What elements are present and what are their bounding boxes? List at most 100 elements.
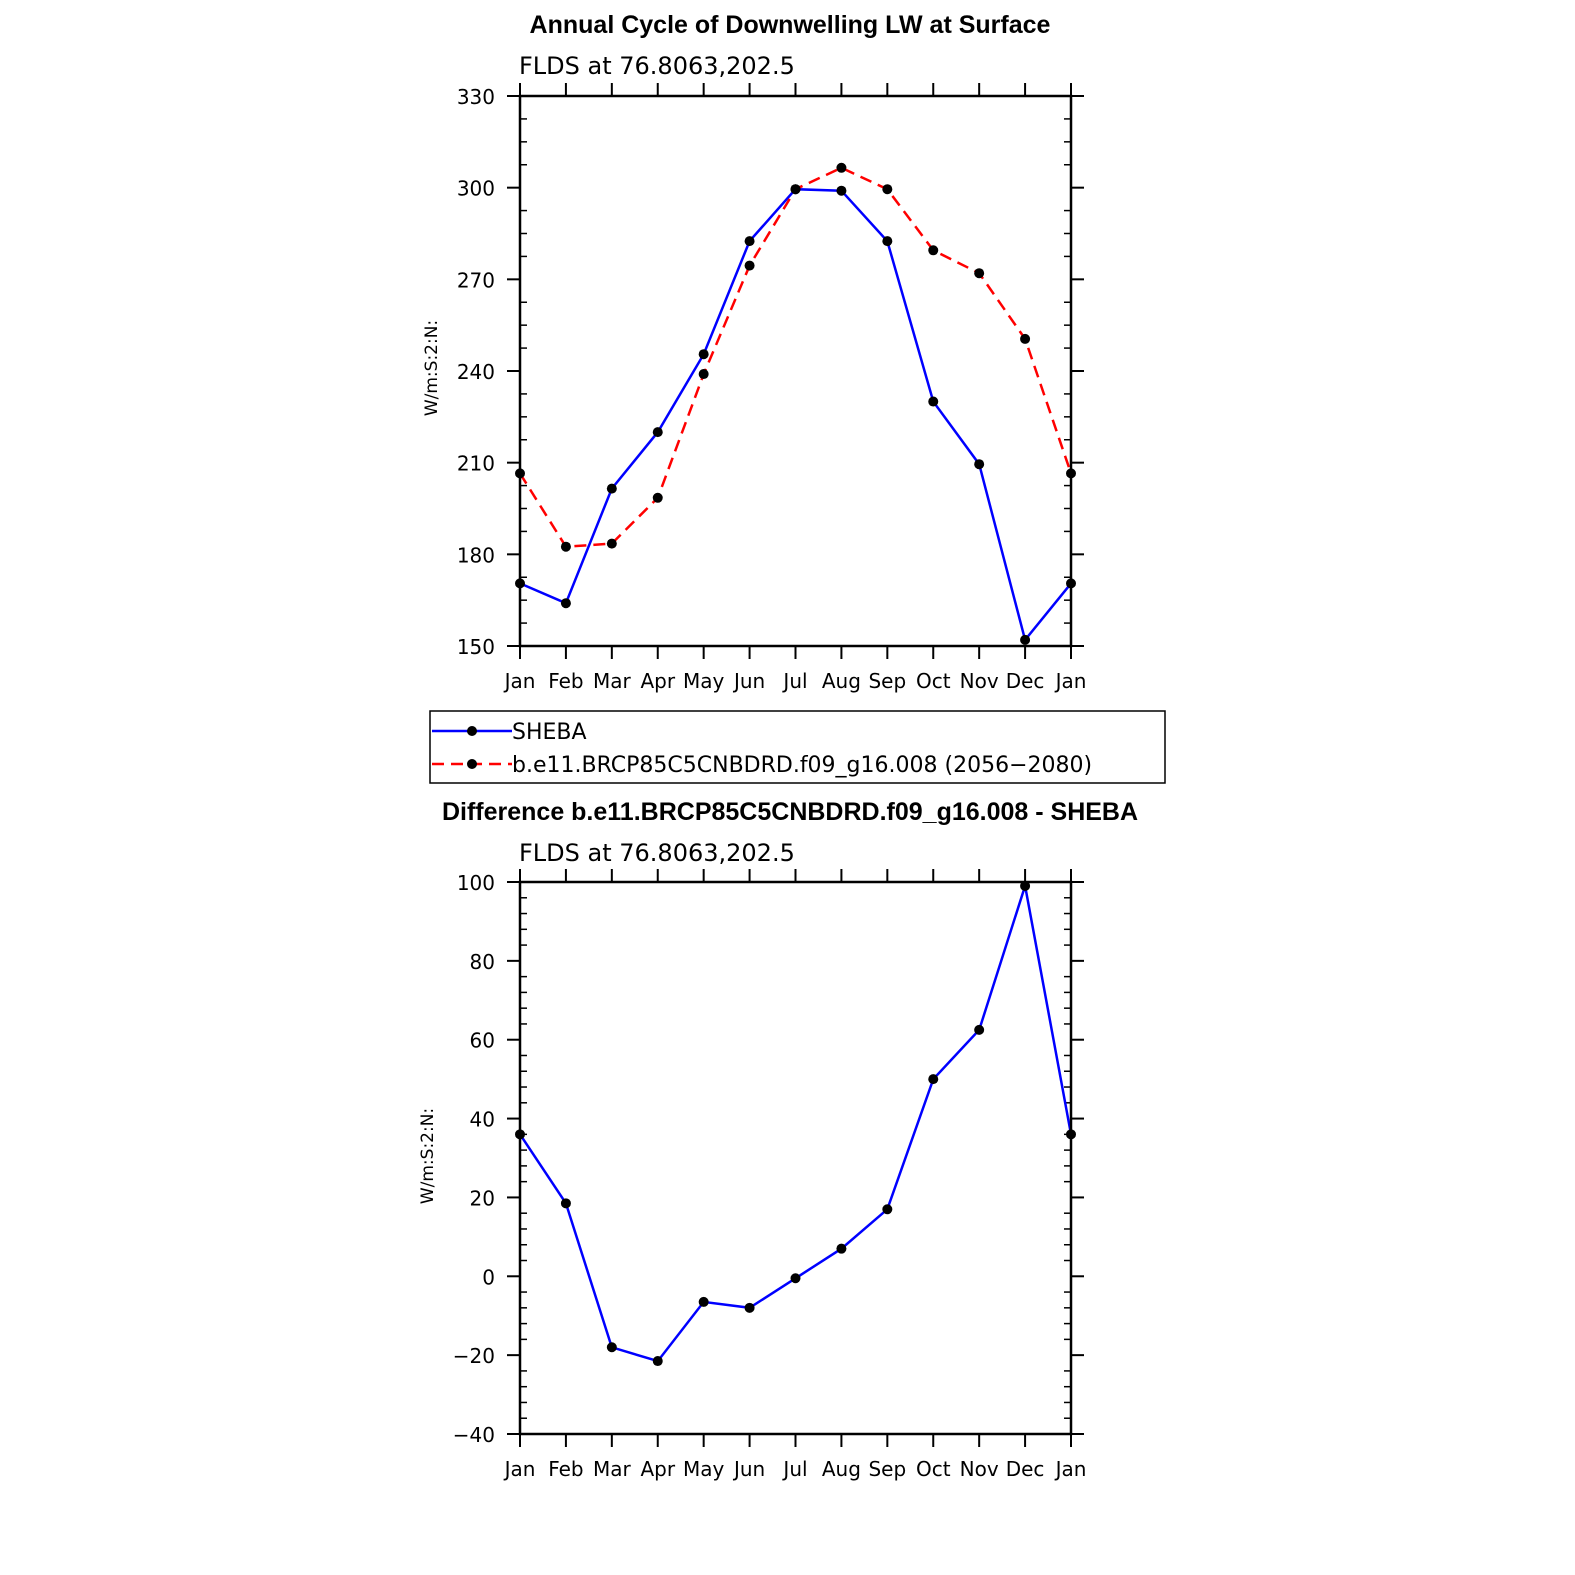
data-point xyxy=(928,245,939,256)
x-tick-label: Jan xyxy=(1054,1457,1087,1481)
x-tick-label: Sep xyxy=(868,669,906,693)
series-group xyxy=(515,162,1076,645)
y-tick-label: 60 xyxy=(470,1029,495,1053)
x-tick-label: Jan xyxy=(503,1457,536,1481)
series-line-1 xyxy=(518,166,1073,548)
y-tick-labels: −40 −20 0 20 40 60 80 100 xyxy=(453,871,495,1447)
y-tick-label: 330 xyxy=(457,85,495,109)
y-tick-label: 270 xyxy=(457,268,495,292)
x-tick-label: Feb xyxy=(548,1457,583,1481)
data-point xyxy=(1020,880,1031,891)
legend-entry-model: b.e11.BRCP85C5CNBDRD.f09_g16.008 (2056−2… xyxy=(432,753,1092,778)
y-axis-label: W/m:S:2:N: xyxy=(418,1108,438,1204)
legend-label-model: b.e11.BRCP85C5CNBDRD.f09_g16.008 (2056−2… xyxy=(512,753,1092,778)
data-point xyxy=(652,492,663,503)
data-point xyxy=(698,349,709,360)
legend-marker-model xyxy=(467,759,477,769)
data-point xyxy=(836,162,847,173)
legend: SHEBA b.e11.BRCP85C5CNBDRD.f09_g16.008 (… xyxy=(429,710,1166,784)
x-tick-label: Jun xyxy=(732,669,765,693)
data-point xyxy=(928,396,939,407)
difference-chart: Difference b.e11.BRCP85C5CNBDRD.f09_g16.… xyxy=(418,798,1138,1481)
y-tick-label: −40 xyxy=(453,1423,495,1447)
series-line-0 xyxy=(518,885,1073,1363)
y-tick-label: 100 xyxy=(457,871,495,895)
legend-box xyxy=(429,710,1166,784)
series-line-0 xyxy=(519,187,1072,643)
chart-title: Difference b.e11.BRCP85C5CNBDRD.f09_g16.… xyxy=(442,798,1138,826)
data-point xyxy=(606,483,617,494)
y-tick-label: 150 xyxy=(457,635,495,659)
y-tick-labels: 150 180 210 240 270 300 330 xyxy=(457,85,495,659)
legend-label-sheba: SHEBA xyxy=(512,720,587,745)
x-tick-label: Jan xyxy=(503,669,536,693)
x-tick-label: Jul xyxy=(781,1457,807,1481)
series-group xyxy=(515,880,1076,1367)
data-point xyxy=(744,260,755,271)
data-point xyxy=(698,369,709,380)
data-point xyxy=(1020,634,1031,645)
data-point xyxy=(882,236,893,247)
x-tick-label: Aug xyxy=(822,669,861,693)
x-tick-label: Sep xyxy=(868,1457,906,1481)
x-tick-label: Jan xyxy=(1054,669,1087,693)
x-ticks xyxy=(519,83,1072,659)
y-tick-label: 240 xyxy=(457,360,495,384)
y-tick-label: 40 xyxy=(470,1108,495,1132)
legend-marker-sheba xyxy=(467,726,477,736)
x-tick-label: Jul xyxy=(781,669,807,693)
data-point xyxy=(882,1204,893,1215)
plot-frame xyxy=(518,880,1073,1436)
x-tick-label: Nov xyxy=(960,1457,999,1481)
chart-subtitle: FLDS at 76.8063,202.5 xyxy=(519,839,795,867)
y-tick-label: 210 xyxy=(457,452,495,476)
y-ticks xyxy=(507,881,1084,1435)
data-point xyxy=(606,538,617,549)
x-tick-label: Jun xyxy=(732,1457,765,1481)
data-point xyxy=(836,1243,847,1254)
x-tick-labels: Jan Feb Mar Apr May Jun Jul Aug Sep Oct Nov Dec Jan xyxy=(503,669,1087,693)
y-tick-label: 300 xyxy=(457,177,495,201)
data-point xyxy=(560,1198,571,1209)
data-point xyxy=(974,1024,985,1035)
x-tick-label: Apr xyxy=(640,1457,675,1481)
data-point xyxy=(974,268,985,279)
x-tick-label: Dec xyxy=(1006,669,1045,693)
y-axis-label: W/m:S:2:N: xyxy=(422,320,442,416)
y-tick-label: 180 xyxy=(457,543,495,567)
data-point xyxy=(744,1302,755,1313)
y-tick-label: 80 xyxy=(470,950,495,974)
data-point xyxy=(560,598,571,609)
y-tick-label: 20 xyxy=(470,1186,495,1210)
data-point xyxy=(560,541,571,552)
x-tick-label: Nov xyxy=(960,669,999,693)
data-point xyxy=(744,236,755,247)
x-tick-label: May xyxy=(683,669,725,693)
x-tick-label: Feb xyxy=(548,669,583,693)
data-point xyxy=(882,184,893,195)
y-ticks xyxy=(507,95,1084,647)
annual-cycle-chart: Annual Cycle of Downwelling LW at Surfac… xyxy=(422,11,1086,693)
x-tick-labels: Jan Feb Mar Apr May Jun Jul Aug Sep Oct Nov Dec Jan xyxy=(503,1457,1087,1481)
x-tick-label: Apr xyxy=(640,669,675,693)
data-point xyxy=(652,427,663,438)
chart-title: Annual Cycle of Downwelling LW at Surfac… xyxy=(530,11,1051,39)
data-point xyxy=(790,184,801,195)
data-point xyxy=(928,1074,939,1085)
data-point xyxy=(698,1296,709,1307)
legend-entry-sheba: SHEBA xyxy=(432,720,587,745)
data-point xyxy=(836,185,847,196)
data-point xyxy=(1020,333,1031,344)
data-point xyxy=(790,1273,801,1284)
x-ticks xyxy=(519,869,1072,1447)
data-point xyxy=(652,1356,663,1367)
x-tick-label: Mar xyxy=(593,1457,632,1481)
x-tick-label: Mar xyxy=(593,669,632,693)
x-tick-label: Oct xyxy=(916,1457,951,1481)
plot-frame xyxy=(518,94,1073,648)
chart-subtitle: FLDS at 76.8063,202.5 xyxy=(519,52,795,80)
y-tick-label: −20 xyxy=(453,1344,495,1368)
x-tick-label: Aug xyxy=(822,1457,861,1481)
data-point xyxy=(606,1342,617,1353)
